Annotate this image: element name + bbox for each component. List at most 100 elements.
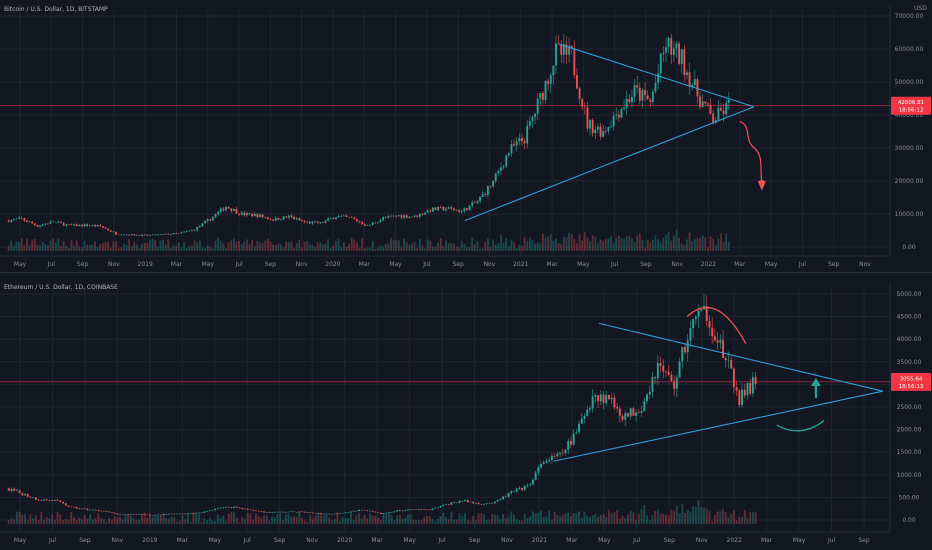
candle-body	[257, 510, 260, 512]
volume-bar	[541, 233, 544, 251]
candle-body	[170, 234, 172, 235]
volume-bar	[545, 516, 548, 524]
candle-body	[363, 509, 366, 511]
candle-body	[382, 217, 385, 221]
candle-body	[81, 508, 83, 510]
volume-bar	[24, 513, 26, 524]
candle-body	[589, 119, 591, 129]
x-tick-label: Nov	[108, 261, 120, 268]
volume-bar	[349, 511, 352, 524]
candle-body	[415, 509, 418, 510]
x-tick-label: Nov	[296, 261, 308, 268]
candle-body	[73, 224, 76, 226]
volume-bar	[94, 241, 96, 251]
volume-bar	[330, 520, 333, 524]
candle-body	[363, 224, 366, 226]
candle-body	[119, 514, 122, 516]
volume-bar	[464, 512, 466, 524]
x-tick-label: May	[403, 537, 416, 544]
volume-bar	[654, 510, 657, 524]
volume-bar	[329, 247, 332, 251]
candle-body	[646, 394, 648, 402]
eth-price-axis[interactable]: 5000.004500.004000.003500.003000.002500.…	[891, 291, 931, 524]
volume-bar	[65, 246, 68, 251]
candle-body	[185, 231, 188, 232]
volume-bar	[561, 514, 564, 524]
volume-bar	[725, 233, 728, 251]
candle-body	[488, 502, 491, 504]
volume-bar	[238, 521, 241, 524]
volume-bar	[738, 516, 741, 524]
volume-bar	[589, 517, 591, 524]
volume-bar	[390, 237, 392, 251]
candle-body	[285, 216, 288, 218]
up-arrow-icon	[810, 377, 821, 386]
volume-bar	[214, 521, 217, 524]
btc-time-axis[interactable]: May Jul Sep Nov 2019 Mar May Jul Sep Nov 2020 Mar Ma…	[14, 261, 871, 268]
volume-bar	[716, 511, 719, 524]
eth-panel[interactable]: 5000.004500.004000.003500.003000.002500.…	[0, 284, 931, 544]
volume-bar	[138, 247, 141, 251]
candle-body	[550, 455, 553, 461]
eth-time-axis[interactable]: May Jul Sep Nov 2019 Mar May Jul Sep Nov 2020 Mar Ma…	[14, 537, 870, 544]
candle-body	[421, 213, 424, 215]
volume-bar	[486, 238, 489, 251]
candle-body	[447, 504, 450, 505]
volume-bar	[405, 241, 408, 251]
btc-price-axis[interactable]: 70000.00 60000.00 50000.00 40000.00 30000.00…	[891, 13, 931, 251]
candle-body	[36, 225, 39, 227]
candle-body	[235, 209, 238, 214]
candle-body	[361, 222, 364, 225]
volume-bar	[67, 520, 70, 524]
candle-body	[350, 217, 353, 218]
candle-body	[481, 193, 484, 197]
volume-bar	[672, 235, 675, 251]
volume-bar	[83, 514, 86, 524]
volume-bar	[499, 519, 502, 524]
candle-body	[512, 491, 515, 493]
volume-bar	[138, 519, 141, 524]
candle-body	[518, 137, 521, 142]
volume-bar	[615, 237, 618, 251]
candle-body	[235, 506, 238, 508]
volume-bar	[366, 247, 369, 251]
candle-body	[599, 394, 602, 402]
candle-body	[183, 231, 186, 233]
candle-body	[429, 210, 432, 212]
candle-body	[45, 499, 48, 501]
eth-annotations[interactable]	[0, 307, 890, 462]
candle-body	[544, 80, 547, 100]
volume-bar	[198, 240, 201, 251]
candle-body	[192, 513, 195, 514]
candle-body	[562, 44, 565, 55]
btc-annotations[interactable]	[0, 43, 890, 222]
volume-bar	[244, 519, 246, 524]
btc-panel[interactable]: 70000.00 60000.00 50000.00 40000.00 30000.00…	[0, 5, 931, 268]
volume-bar	[12, 245, 15, 251]
volume-bar	[749, 512, 752, 524]
volume-bar	[713, 515, 716, 524]
volume-bar	[404, 517, 407, 524]
candle-body	[269, 219, 272, 220]
volume-bar	[613, 512, 616, 524]
volume-bar	[184, 519, 187, 524]
candle-body	[306, 221, 309, 223]
volume-bar	[688, 232, 691, 251]
volume-bar	[384, 243, 387, 251]
volume-bar	[604, 238, 607, 251]
x-tick-label: May	[765, 261, 778, 268]
volume-bar	[602, 514, 605, 524]
last-price-countdown: 18:56:12	[899, 108, 924, 114]
candle-body	[418, 213, 421, 217]
candle-body	[696, 79, 699, 97]
candle-body	[217, 211, 220, 215]
candle-body	[560, 44, 563, 55]
candle-body	[409, 509, 412, 510]
volume-bar	[208, 517, 211, 524]
x-tick-label: Nov	[501, 537, 513, 544]
volume-bar	[505, 238, 508, 251]
volume-bar	[684, 512, 686, 524]
volume-bar	[436, 518, 439, 524]
